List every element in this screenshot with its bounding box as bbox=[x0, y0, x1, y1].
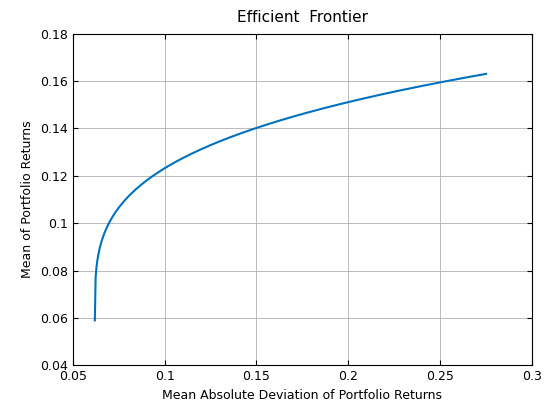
Efficient Frontier bbox=[91, 318, 98, 323]
Title: Efficient  Frontier: Efficient Frontier bbox=[237, 10, 368, 26]
Efficient Frontier bbox=[473, 73, 480, 78]
Efficient Frontier bbox=[277, 118, 284, 123]
Efficient Frontier bbox=[324, 105, 331, 110]
Line: Efficient Frontier: Efficient Frontier bbox=[95, 74, 486, 320]
Y-axis label: Mean of Portfolio Returns: Mean of Portfolio Returns bbox=[21, 121, 34, 278]
Efficient Frontier bbox=[279, 117, 286, 122]
Efficient Frontier bbox=[303, 110, 310, 116]
X-axis label: Mean Absolute Deviation of Portfolio Returns: Mean Absolute Deviation of Portfolio Ret… bbox=[162, 389, 442, 402]
Efficient Frontier bbox=[483, 71, 489, 76]
Efficient Frontier bbox=[412, 85, 419, 90]
